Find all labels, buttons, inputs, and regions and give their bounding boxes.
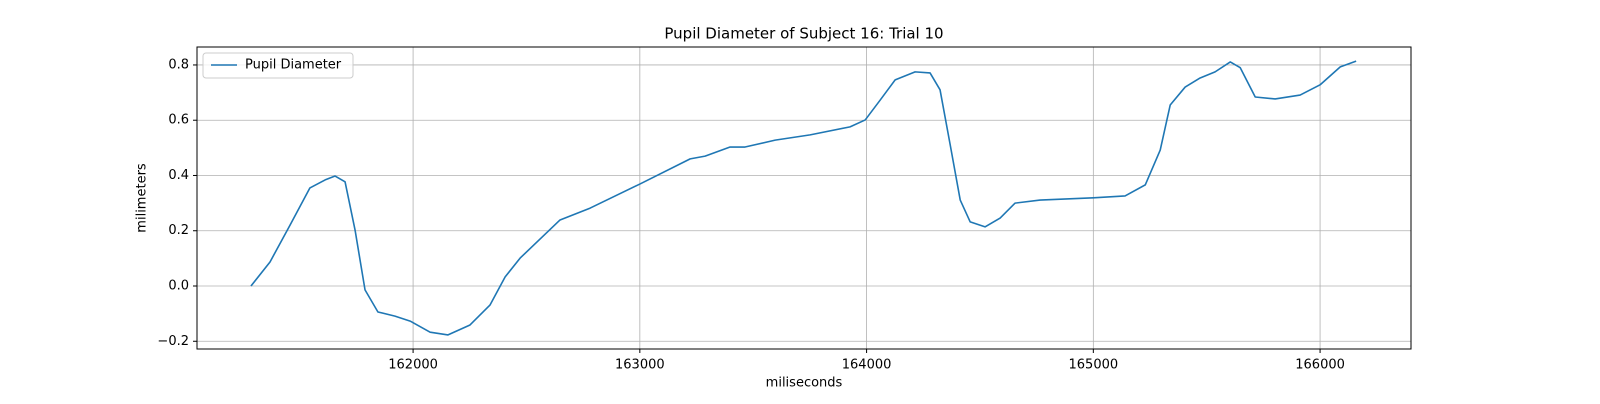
x-tick-label: 162000 xyxy=(388,358,438,373)
y-tick-label: −0.2 xyxy=(157,334,189,349)
x-tick-label: 165000 xyxy=(1069,358,1119,373)
y-tick-label: 0.6 xyxy=(168,113,189,128)
x-tick-label: 163000 xyxy=(615,358,665,373)
x-axis-label: miliseconds xyxy=(766,376,843,391)
chart-title: Pupil Diameter of Subject 16: Trial 10 xyxy=(664,25,943,43)
y-tick-label: 0.4 xyxy=(168,168,189,183)
y-axis-label: milimeters xyxy=(135,163,150,233)
y-tick-label: 0.0 xyxy=(168,279,189,294)
y-tick-label: 0.8 xyxy=(168,57,189,72)
legend-box xyxy=(202,52,354,79)
plot-frame xyxy=(196,46,1412,350)
x-tick-label: 164000 xyxy=(842,358,892,373)
x-tick-label: 166000 xyxy=(1295,358,1345,373)
y-tick-label: 0.2 xyxy=(168,223,189,238)
legend-label: Pupil Diameter xyxy=(245,58,342,73)
data-line xyxy=(250,60,1357,336)
